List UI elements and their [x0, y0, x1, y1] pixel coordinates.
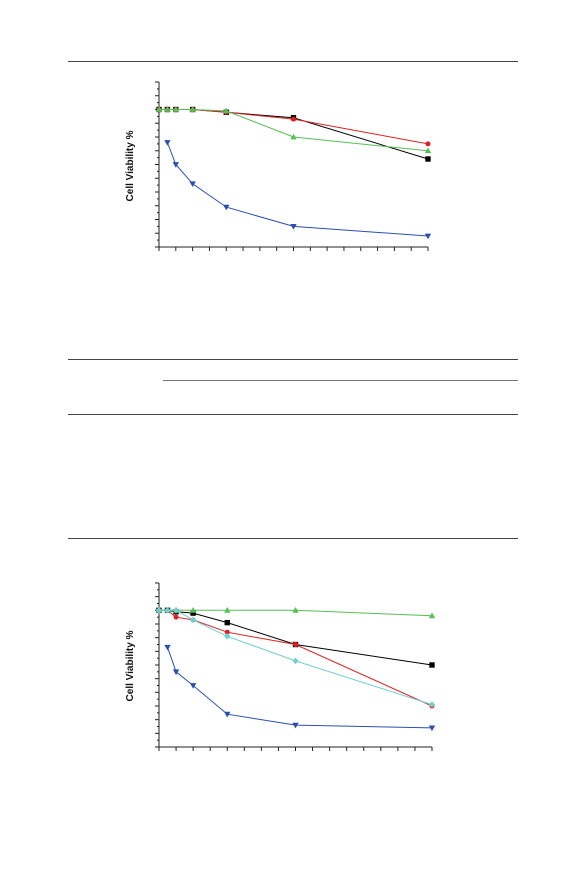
series-3-point-2	[189, 181, 196, 188]
series-4-point-2	[189, 683, 197, 689]
series-0-point-4	[224, 619, 230, 626]
series-3-point-0	[155, 607, 163, 614]
series-2-point-5	[290, 133, 297, 140]
series-4-point-1	[172, 669, 180, 676]
series-2-point-3	[189, 607, 197, 613]
series-4-line	[167, 647, 433, 729]
series-1-point-6	[425, 141, 431, 147]
series-1-point-5	[293, 642, 298, 647]
series-3-point-6	[428, 701, 436, 708]
series-1-point-2	[173, 614, 179, 620]
series-group	[155, 607, 436, 732]
series-2-point-5	[292, 607, 299, 613]
series-2-point-1	[164, 106, 171, 112]
section-rule-1	[68, 359, 518, 360]
series-2-point-3	[189, 106, 196, 112]
series-3-point-3	[223, 204, 230, 211]
series-2-point-4	[223, 107, 230, 114]
series-2-point-6	[424, 147, 432, 154]
series-2-point-6	[428, 612, 436, 619]
series-3-point-4	[290, 223, 297, 230]
series-2-point-0	[155, 106, 163, 112]
y-axis-label: Cell Viability %	[125, 130, 136, 201]
series-4-point-4	[292, 722, 299, 729]
series-1-point-4	[224, 629, 230, 635]
series-3-line	[159, 609, 433, 706]
series-3-point-3	[190, 616, 197, 624]
series-1-point-5	[291, 116, 296, 122]
series-4-point-3	[224, 711, 231, 718]
y-axis-label: Cell Viability %	[125, 630, 136, 701]
series-group	[155, 106, 432, 240]
table-bottom-rule	[68, 414, 518, 415]
axes-group	[155, 582, 433, 751]
section-rule-2	[68, 538, 518, 539]
series-0-point-6	[425, 156, 431, 162]
series-3-point-1	[164, 607, 171, 614]
series-3-point-4	[224, 633, 231, 640]
table-header-rule	[163, 380, 518, 381]
series-4-point-0	[164, 644, 171, 651]
series-0-line	[159, 609, 433, 666]
series-3-point-0	[164, 140, 171, 146]
series-4-point-5	[428, 725, 436, 732]
series-2-point-4	[224, 607, 231, 613]
series-2-point-2	[172, 106, 180, 112]
series-0-point-6	[429, 662, 435, 668]
series-3-point-5	[424, 233, 432, 240]
axes-group	[155, 81, 429, 251]
series-3-point-5	[292, 657, 299, 665]
series-3-point-1	[172, 162, 180, 168]
series-3-point-2	[172, 607, 180, 614]
series-3-line	[166, 142, 429, 237]
top-rule	[68, 61, 518, 62]
